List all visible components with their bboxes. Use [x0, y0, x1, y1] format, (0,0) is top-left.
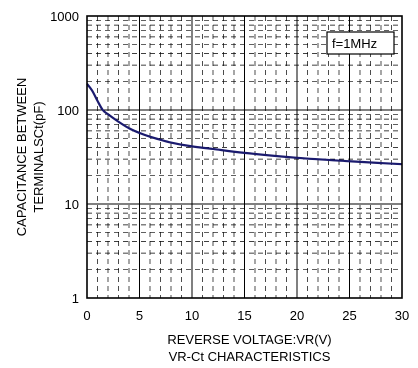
y-tick-labels: 1 10 100 1000 — [50, 9, 79, 306]
x-tick-labels: 0 5 10 15 20 25 30 — [83, 308, 409, 323]
series-group — [86, 83, 403, 166]
capacitance-curve — [86, 83, 403, 166]
y-tick-label: 1000 — [50, 9, 79, 24]
x-tick-label: 0 — [83, 308, 90, 323]
x-tick-label: 20 — [290, 308, 304, 323]
x-tick-label: 25 — [342, 308, 356, 323]
chart-title: VR-Ct CHARACTERISTICS — [169, 349, 331, 364]
x-tick-label: 30 — [395, 308, 409, 323]
x-axis-label: REVERSE VOLTAGE:VR(V) — [167, 332, 331, 347]
y-tick-label: 1 — [72, 291, 79, 306]
x-tick-label: 10 — [185, 308, 199, 323]
y-tick-label: 10 — [65, 197, 79, 212]
x-tick-label: 5 — [136, 308, 143, 323]
y-axis-label-line-2: TERMINALSCt(pF) — [31, 101, 46, 212]
y-tick-label: 100 — [57, 103, 79, 118]
frequency-annotation: f=1MHz — [332, 36, 377, 51]
y-axis-label-line-1: CAPACITANCE BETWEEN — [14, 78, 29, 236]
annotation-box: f=1MHz — [326, 31, 395, 55]
plot-frame — [86, 15, 403, 299]
x-tick-label: 15 — [237, 308, 251, 323]
grid — [87, 16, 402, 298]
